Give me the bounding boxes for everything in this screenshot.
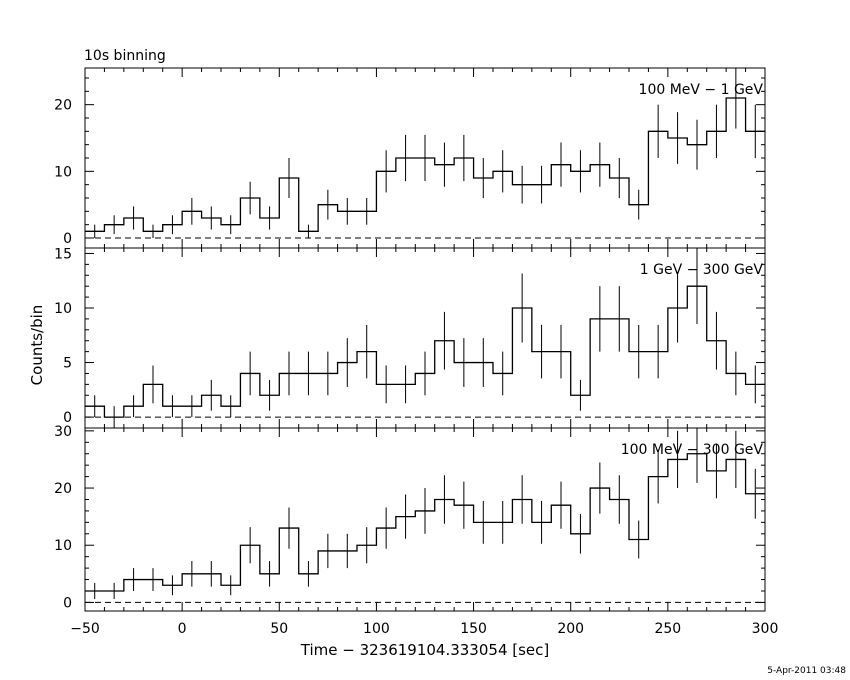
y-tick-label: 10	[54, 538, 72, 554]
x-tick-label: 150	[460, 621, 487, 637]
y-tick-label: 15	[54, 246, 72, 262]
x-tick-label: 0	[178, 621, 187, 637]
y-tick-label: 0	[63, 595, 72, 611]
x-tick-label: 100	[363, 621, 390, 637]
x-tick-label: 50	[270, 621, 288, 637]
series-step-line	[85, 285, 765, 418]
panel-1gev-300gev: 0 5 10 15 1 GeV − 300 GeV	[54, 246, 766, 429]
x-tick-label: 250	[654, 621, 681, 637]
y-tick-label: 10	[54, 301, 72, 317]
series-step-line	[85, 97, 765, 232]
panel-100mev-300gev: 0 10 20 30 100 MeV − 300 GeV	[54, 424, 766, 612]
x-tick-label: −50	[70, 621, 100, 637]
panel-frame	[84, 427, 766, 612]
series-step-line	[85, 453, 765, 592]
y-tick-label: 30	[54, 424, 72, 440]
y-tick-label: 20	[54, 481, 72, 497]
y-tick-label: 0	[63, 410, 72, 426]
timestamp: 5-Apr-2011 03:48	[767, 666, 846, 676]
panel-100mev-1gev: 0 10 20 100 MeV − 1 GeV	[54, 67, 766, 249]
y-tick-label: 0	[63, 231, 72, 247]
y-tick-label: 5	[63, 356, 72, 372]
y-axis-label: Counts/bin	[28, 305, 46, 386]
y-tick-label: 10	[54, 164, 72, 180]
figure-title: 10s binning	[84, 48, 166, 64]
panel-energy-label: 1 GeV − 300 GeV	[640, 262, 764, 278]
panel-energy-label: 100 MeV − 1 GeV	[639, 82, 764, 98]
y-tick-label: 20	[54, 98, 72, 114]
panel-energy-label: 100 MeV − 300 GeV	[621, 442, 764, 458]
x-tick-label: 200	[557, 621, 584, 637]
x-tick-label: 300	[752, 621, 779, 637]
x-axis: −50 0 50 100 150 200 250 300	[70, 621, 778, 637]
x-axis-label: Time − 323619104.333054 [sec]	[300, 641, 550, 659]
